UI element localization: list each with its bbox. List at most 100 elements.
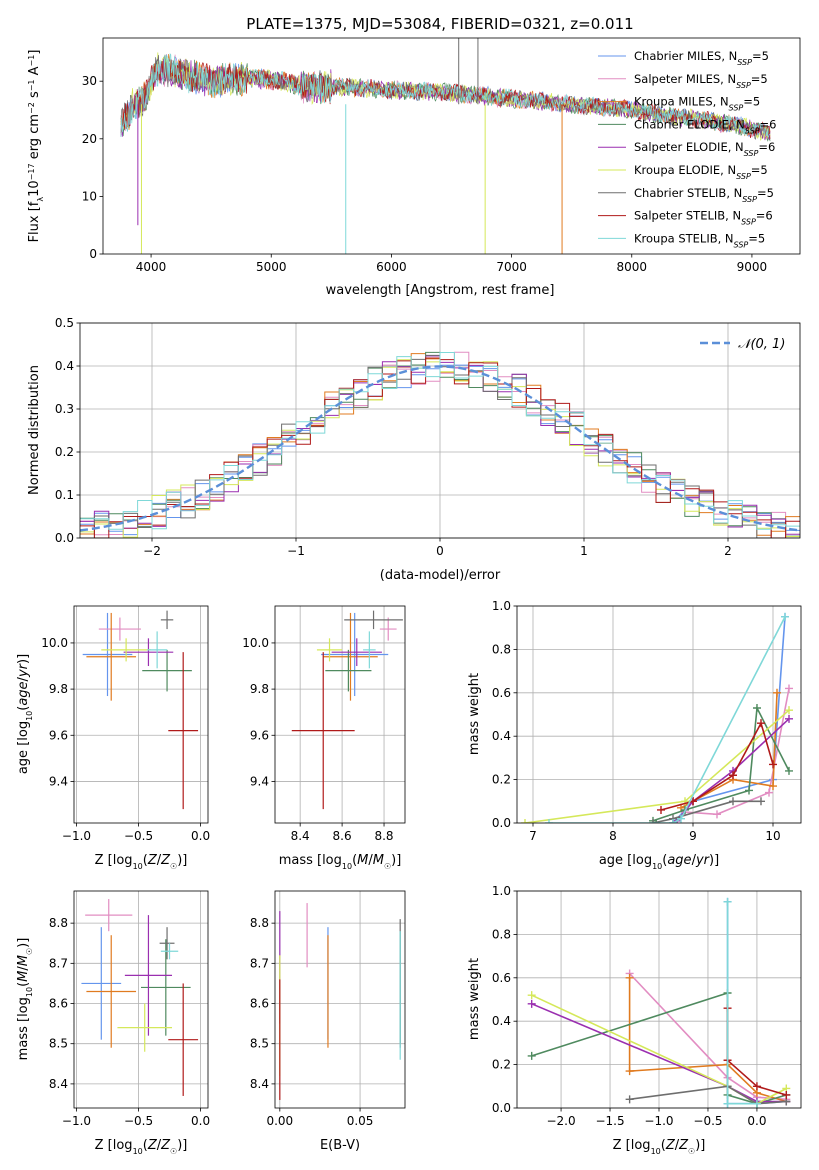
- x-tick-label: −1.0: [62, 1114, 91, 1128]
- normal-curve: [80, 365, 798, 532]
- legend-label: Chabrier MILES, NSSP=5: [634, 49, 769, 67]
- ticks: 4000 5000 6000 7000 8000 9000 0 10 20 30: [82, 74, 767, 274]
- x-tick-label: −1.0: [62, 829, 91, 843]
- x-tick-label: −1: [287, 544, 305, 558]
- weight-marker: [657, 805, 665, 814]
- y-tick-label: 0.6: [492, 971, 511, 985]
- weight-marker: [769, 782, 777, 791]
- legend-label: Salpeter MILES, NSSP=5: [634, 72, 768, 90]
- y-tick-label: 0.0: [55, 531, 74, 545]
- legend-label: Kroupa STELIB, NSSP=5: [634, 231, 765, 249]
- weight-line: [652, 705, 790, 822]
- weight-marker: [625, 973, 634, 982]
- y-tick-label: 0.4: [492, 729, 511, 743]
- x-tick-label: 8.6: [333, 829, 352, 843]
- y-axis-label: mass [log10(M/M☉)]: [16, 938, 34, 1061]
- y-tick-label: 8.4: [250, 1077, 269, 1091]
- axes-frame: [274, 890, 406, 1109]
- y-axis-label: mass weight: [467, 673, 482, 755]
- plot-area: [120, 38, 771, 254]
- panel-age_vs_mass: 8.4 8.6 8.8 9.4 9.6 9.8 10.0 mass [log10(M/M☉)]: [242, 605, 406, 871]
- weight-line: [652, 800, 761, 823]
- weight-marker: [757, 797, 765, 806]
- ticks: −1.0 −0.5 0.0 8.4 8.5 8.6 8.7 8.8: [49, 916, 210, 1128]
- ticks: −2 −1 0 1 2 0.0 0.1 0.2 0.3 0.4 0.5: [55, 316, 732, 558]
- weight-marker: [545, 819, 553, 823]
- y-tick-label: 9.8: [49, 682, 68, 696]
- x-tick-label: 0.05: [347, 1114, 374, 1128]
- x-tick-label: 5000: [256, 260, 287, 274]
- y-tick-label: 10.0: [41, 636, 68, 650]
- y-tick-label: 1.0: [492, 599, 511, 613]
- figure-title: PLATE=1375, MJD=53084, FIBERID=0321, z=0…: [246, 15, 633, 33]
- grid: [517, 605, 801, 824]
- y-tick-label: 0.2: [492, 1058, 511, 1072]
- axes-frame: [79, 322, 801, 539]
- y-tick-label: 0: [89, 247, 97, 261]
- x-tick-label: 8.4: [291, 829, 310, 843]
- x-tick-label: 4000: [136, 260, 167, 274]
- weight-marker: [752, 1099, 761, 1108]
- y-tick-label: 30: [82, 74, 97, 88]
- x-axis-label: E(B-V): [320, 1138, 360, 1153]
- weight-marker: [785, 766, 793, 775]
- y-tick-label: 8.6: [49, 997, 68, 1011]
- x-tick-label: 0.0: [191, 1114, 210, 1128]
- weight-marker: [669, 819, 677, 823]
- plot-area: [80, 351, 800, 538]
- y-tick-label: 0.8: [492, 927, 511, 941]
- weight-line: [531, 1003, 787, 1103]
- legend: Chabrier MILES, NSSP=5 Salpeter MILES, NS…: [598, 49, 776, 249]
- weight-marker: [677, 814, 685, 823]
- weight-marker: [785, 714, 793, 723]
- legend-label: Chabrier STELIB, NSSP=5: [634, 186, 774, 204]
- weight-marker: [757, 719, 765, 728]
- grid: [517, 890, 801, 1109]
- weight-line: [524, 709, 790, 823]
- panel-mass_vs_Z: −1.0 −0.5 0.0 8.4 8.5 8.6 8.7 8.8 Z [log10(Z/Z☉)…: [16, 890, 210, 1156]
- weight-marker: [625, 1067, 634, 1076]
- x-tick-label: −0.5: [124, 829, 153, 843]
- x-axis-label: mass [log10(M/M☉)]: [279, 853, 402, 871]
- weight-marker: [521, 819, 529, 823]
- x-tick-label: 9: [689, 829, 697, 843]
- y-tick-label: 0.1: [55, 488, 74, 502]
- x-tick-label: −2: [143, 544, 161, 558]
- weight-marker: [773, 688, 781, 697]
- x-tick-label: 8: [609, 829, 617, 843]
- y-tick-label: 20: [82, 132, 97, 146]
- x-tick-label: −2.0: [546, 1114, 575, 1128]
- weight-marker: [527, 999, 536, 1008]
- weight-marker: [729, 797, 737, 806]
- x-tick-label: −1.5: [595, 1114, 624, 1128]
- axes-frame: [73, 890, 209, 1109]
- plot-area: [279, 903, 401, 1100]
- weight-line: [684, 688, 790, 816]
- y-tick-label: 1.0: [492, 884, 511, 898]
- axes-frame: [274, 605, 406, 824]
- ticks: 0.00 0.05 8.4 8.5 8.6 8.7 8.8: [250, 916, 374, 1128]
- y-tick-label: 0.4: [55, 359, 74, 373]
- y-tick-label: 8.8: [49, 916, 68, 930]
- y-tick-label: 8.7: [250, 956, 269, 970]
- x-tick-label: −0.5: [693, 1114, 722, 1128]
- weight-marker: [753, 703, 761, 712]
- y-tick-label: 10.0: [242, 636, 269, 650]
- x-axis-label: Z [log10(Z/Z☉)]: [95, 853, 188, 871]
- grid: [275, 891, 405, 1108]
- axes-frame: [516, 605, 802, 824]
- histogram-step: [80, 352, 800, 530]
- weight-marker: [527, 991, 536, 1000]
- spectrum-line: [120, 53, 771, 138]
- legend-label: Chabrier ELODIE, NSSP=6: [634, 117, 776, 135]
- y-tick-label: 9.4: [49, 774, 68, 788]
- x-tick-label: 0.00: [266, 1114, 293, 1128]
- x-axis-label: age [log10(age/yr)]: [599, 853, 719, 871]
- weight-marker: [713, 810, 721, 819]
- axes-frame: [516, 890, 802, 1109]
- legend: 𝒩(0, 1): [700, 337, 785, 352]
- panel-spectrum: 4000 5000 6000 7000 8000 9000 0 10 20 30 Chabrier …: [27, 37, 801, 298]
- x-tick-label: 1: [580, 544, 588, 558]
- legend-label: Kroupa ELODIE, NSSP=5: [634, 163, 768, 181]
